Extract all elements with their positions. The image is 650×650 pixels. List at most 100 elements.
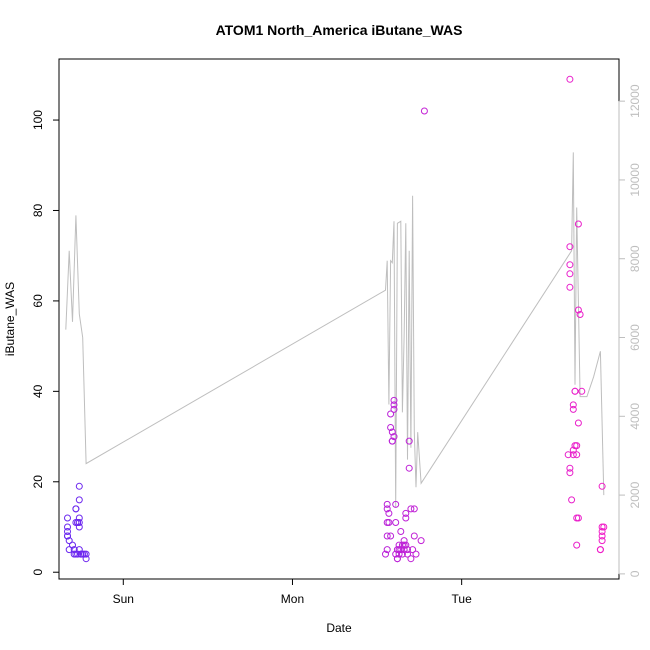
data-point xyxy=(405,464,413,472)
data-point xyxy=(569,401,577,409)
data-point xyxy=(385,519,393,526)
data-point xyxy=(566,261,574,269)
data-point xyxy=(75,546,83,554)
data-point xyxy=(566,243,574,251)
x-tick-label: Tue xyxy=(452,592,473,606)
data-point xyxy=(402,541,410,549)
data-point xyxy=(385,509,393,517)
data-point xyxy=(400,537,408,545)
data-point xyxy=(72,505,80,513)
data-point xyxy=(392,519,400,526)
data-point xyxy=(410,505,418,513)
data-point xyxy=(65,546,73,554)
data-point xyxy=(420,107,428,115)
data-point xyxy=(397,546,405,554)
data-point xyxy=(573,442,581,450)
data-point xyxy=(402,509,410,517)
data-point xyxy=(69,541,76,549)
data-point xyxy=(598,537,606,545)
data-point xyxy=(390,433,398,441)
data-point xyxy=(64,528,71,535)
data-point xyxy=(392,550,400,558)
data-point xyxy=(383,505,391,513)
data-point xyxy=(417,537,425,545)
data-point xyxy=(64,523,71,531)
data-point xyxy=(383,500,391,508)
y-tick-label: 20 xyxy=(31,475,45,489)
data-point xyxy=(578,387,586,395)
x-axis: Sun Mon Tue xyxy=(113,578,473,606)
data-point xyxy=(388,437,396,445)
data-point xyxy=(571,387,579,395)
data-point xyxy=(410,532,418,540)
y2-tick-label: 8000 xyxy=(628,245,642,272)
data-point xyxy=(82,550,90,558)
data-point xyxy=(65,537,73,545)
data-point xyxy=(75,496,83,504)
data-point xyxy=(397,528,405,535)
data-point xyxy=(400,546,408,554)
data-point xyxy=(566,283,574,291)
data-point xyxy=(398,550,406,558)
y2-tick-label: 2000 xyxy=(628,481,642,508)
data-point xyxy=(387,410,395,418)
data-point xyxy=(566,469,574,477)
data-point xyxy=(405,437,413,445)
data-point xyxy=(82,555,90,563)
data-point xyxy=(70,546,78,554)
data-point xyxy=(383,532,391,540)
x-tick-label: Mon xyxy=(281,592,304,606)
data-point xyxy=(574,419,582,427)
y-axis-label: iButane_WAS xyxy=(3,282,17,356)
data-point xyxy=(598,482,606,490)
y-tick-label: 40 xyxy=(31,384,45,398)
data-point xyxy=(566,270,574,278)
y-tick-label: 60 xyxy=(31,294,45,308)
y-tick-label: 100 xyxy=(31,110,45,130)
data-point xyxy=(573,451,581,459)
data-point xyxy=(75,523,83,531)
chart-title: ATOM1 North_America iButane_WAS xyxy=(216,22,463,38)
data-point xyxy=(395,541,403,549)
data-point xyxy=(598,532,606,540)
y2-tick-label: 12000 xyxy=(628,84,642,118)
data-point xyxy=(390,396,398,404)
y-axis-left: 0 20 40 60 80 100 xyxy=(31,110,60,576)
data-point xyxy=(75,519,83,526)
data-point xyxy=(566,75,574,83)
line-layer xyxy=(65,152,605,507)
y-tick-label: 80 xyxy=(31,203,45,217)
data-point xyxy=(64,514,71,522)
data-point xyxy=(598,528,606,535)
data-point xyxy=(573,541,581,549)
data-point xyxy=(600,523,608,531)
data-point xyxy=(412,550,420,558)
data-point xyxy=(392,500,400,508)
data-point xyxy=(574,306,582,314)
data-point xyxy=(388,428,396,436)
data-point xyxy=(569,451,577,459)
data-point xyxy=(395,550,403,558)
data-point xyxy=(404,546,411,554)
y-tick-label: 0 xyxy=(31,569,45,576)
y-axis-right: 0 2000 4000 6000 8000 10000 12000 xyxy=(618,84,642,577)
data-point xyxy=(564,451,572,459)
y2-tick-label: 0 xyxy=(628,570,642,577)
data-point xyxy=(404,550,411,558)
x-tick-label: Sun xyxy=(113,592,134,606)
y2-tick-label: 10000 xyxy=(628,163,642,197)
data-point xyxy=(64,532,71,540)
data-point xyxy=(390,401,398,409)
data-point xyxy=(75,482,83,490)
data-point xyxy=(393,555,401,563)
data-point xyxy=(75,514,83,522)
data-point xyxy=(566,464,574,472)
y2-tick-label: 6000 xyxy=(628,324,642,351)
data-point xyxy=(407,505,415,513)
data-point xyxy=(568,496,576,504)
data-point xyxy=(402,514,410,522)
data-point xyxy=(409,546,417,554)
data-point xyxy=(387,532,395,540)
points-layer xyxy=(64,75,608,563)
